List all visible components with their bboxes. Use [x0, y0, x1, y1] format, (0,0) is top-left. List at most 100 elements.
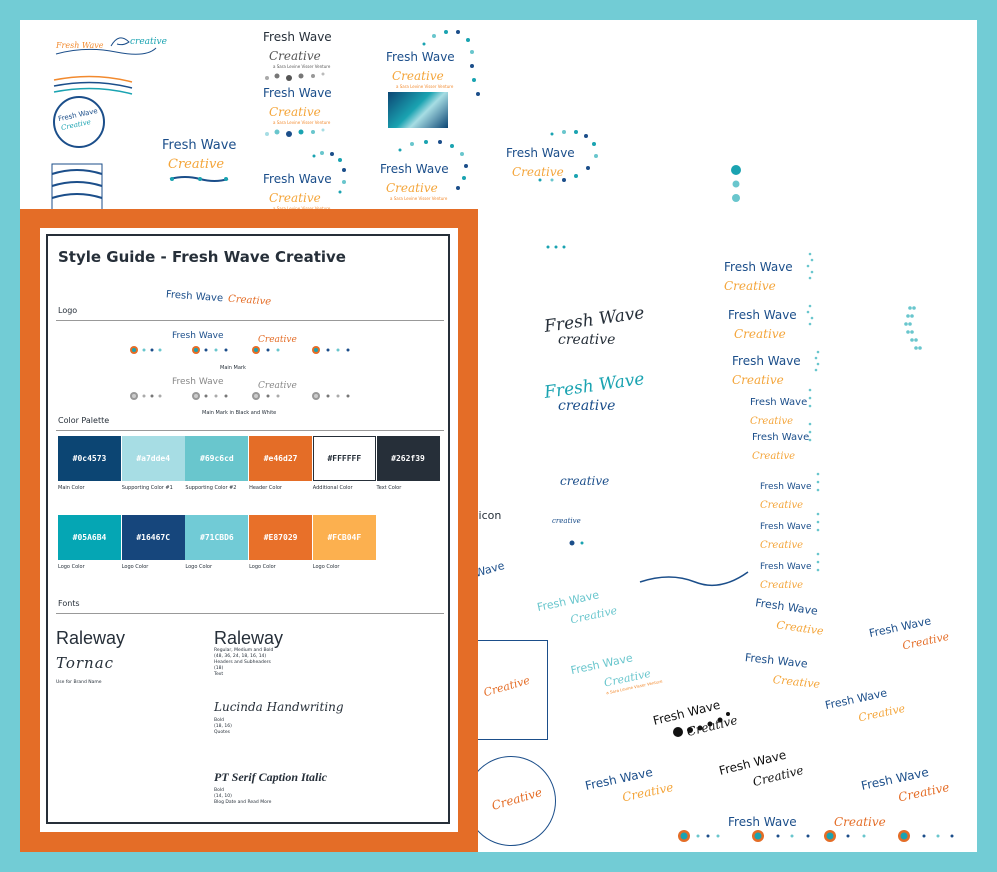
color-swatch-label: Header Color — [249, 485, 282, 491]
sg-raleway-desc-3: (18) — [214, 666, 224, 672]
logo-col2-1-fw: Fresh Wave — [263, 30, 332, 44]
logo-right-1-cr: Creative — [724, 279, 776, 293]
sg-font-tornac: Tornac — [56, 654, 115, 672]
small-wave-line — [169, 176, 229, 182]
color-swatch-label: Supporting Color #2 — [185, 485, 237, 491]
sg-header-fw: Fresh Wave — [165, 289, 224, 305]
logo-right-4-fw: Fresh Wave — [750, 397, 808, 408]
logo-right-4-cr: Creative — [750, 416, 794, 427]
sg-raleway-desc-0: Regular, Medium and Bold — [214, 648, 274, 653]
logo-lr-10: Fresh Wave Creative — [859, 758, 951, 813]
logo-col2-1-tag: a Sara Levine Visser Venture — [273, 64, 331, 69]
sg-ptserif-desc-1: (14, 10) — [214, 794, 232, 800]
color-swatch: #69c6cd — [185, 436, 249, 481]
logo-sketch-circle: Fresh Wave Creative — [53, 96, 105, 148]
sg-bw-mark-dots — [130, 392, 350, 400]
logo-col4-1-cr: Creative — [512, 165, 564, 179]
logo-col2-2: Fresh Wave Creative a Sara Levine Visser… — [263, 82, 333, 144]
style-guide: Style Guide - Fresh Wave Creative Fresh … — [46, 234, 450, 824]
logo-right-2-cr: Creative — [734, 327, 786, 341]
logo-col2-1-cr: Creative — [269, 49, 321, 63]
logo-lr-1: Fresh Wave Creative — [535, 580, 619, 633]
logo-sketch-1-wave — [55, 37, 157, 55]
color-swatch: #FCB04F — [312, 515, 376, 560]
logo-dark-script: Fresh Wave creative — [543, 303, 646, 348]
logo-creative-tiny-cr: creative — [552, 517, 581, 525]
favicon-label: vicon — [472, 509, 502, 522]
logo-fwc-small-wave: Fresh Wave Creative — [162, 134, 236, 184]
bottom-strip-cr: Creative — [834, 815, 886, 829]
logo-col4-1: Fresh Wave Creative — [506, 142, 575, 180]
logo-sketch-1: Fresh Wave creative — [55, 36, 167, 70]
sg-color-heading: Color Palette — [58, 416, 110, 425]
sg-raleway-desc-4: Text — [214, 672, 224, 678]
logo-sketch-stripes — [51, 163, 103, 211]
logo-teal-script: Fresh Wave creative — [543, 369, 646, 414]
logo-col3-2-fw: Fresh Wave — [380, 162, 449, 176]
logo-right-6-fw: Fresh Wave — [760, 482, 812, 492]
logo-right-7-cr: Creative — [760, 540, 804, 551]
logo-right-5-cr: Creative — [752, 451, 796, 462]
logo-lr-3: Fresh Wave Creative — [752, 591, 828, 639]
logo-circle-cr: Creative — [490, 785, 544, 813]
sg-main-mark-cr: Creative — [258, 335, 297, 345]
logo-sketch-stripes-art — [51, 163, 103, 211]
logo-col3-1: Fresh Wave Creative a Sara Levine Visser… — [386, 46, 455, 89]
logo-right-7: Fresh Wave Creative — [760, 514, 812, 552]
logo-col2-2-fw: Fresh Wave — [263, 86, 332, 100]
logo-lr-5-cr: Creative — [772, 673, 821, 691]
bottom-strip-dots — [678, 830, 954, 842]
sg-ptserif-desc-0: Bold — [214, 788, 224, 793]
color-swatch: #0c4573 — [58, 436, 121, 481]
sg-main-mark-label: Main Mark — [220, 365, 246, 371]
sg-main-mark-dots — [130, 346, 350, 354]
logo-col4-1-fw: Fresh Wave — [506, 146, 575, 160]
logo-sketch-1-fw: Fresh Wave — [56, 41, 104, 50]
right-wave-dots — [904, 306, 922, 350]
logo-col2-2-cr: Creative — [269, 105, 321, 119]
color-swatch-label: Logo Color — [185, 564, 213, 570]
sg-font-lucinda: Lucinda Handwriting — [214, 700, 344, 714]
color-swatch: #a7dde4 — [121, 436, 185, 481]
color-swatch: #16467C — [121, 515, 185, 560]
dots-mini — [546, 245, 566, 249]
logo-lr-3-cr: Creative — [775, 618, 825, 638]
sg-bw-mark-label: Main Mark in Black and White — [202, 410, 277, 416]
color-swatch-label: Logo Color — [58, 564, 85, 570]
logo-right-2-fw: Fresh Wave — [728, 308, 797, 322]
logo-creative-tiny: creative — [552, 508, 581, 527]
logo-square-frame: Creative — [474, 640, 548, 740]
logo-right-5-fw: Fresh Wave — [752, 432, 810, 443]
sg-raleway-desc: Regular, Medium and Bold (48, 36, 24, 18… — [214, 648, 273, 678]
sg-lucinda-desc: Bold (18, 16) Quotes — [214, 718, 232, 736]
sg-lucinda-desc-0: Bold — [214, 718, 224, 723]
logo-creative-dots: creative — [550, 470, 609, 489]
logo-col2-2-tag: a Sara Levine Visser Venture — [273, 120, 331, 125]
logo-right-3: Fresh Wave Creative — [732, 350, 801, 388]
logo-right-1-fw: Fresh Wave — [724, 260, 793, 274]
logo-right-7-fw: Fresh Wave — [760, 522, 812, 532]
sg-raleway-desc-1: (48, 36, 24, 18, 16, 14) — [214, 654, 267, 660]
logo-col3-2-cr: Creative — [386, 181, 438, 195]
right-dot-chain — [806, 252, 820, 572]
sg-ptserif-desc: Bold (14, 10) Blog Date and Read More — [214, 788, 271, 806]
logo-right-3-cr: Creative — [732, 373, 784, 387]
sg-color-rule — [56, 430, 444, 431]
color-swatch-label: Logo Color — [121, 564, 149, 570]
color-swatch: #262f39 — [376, 436, 440, 481]
color-swatch-label: Text Color — [376, 485, 402, 491]
color-swatch-label: Main Color — [58, 485, 85, 491]
sg-bw-mark-cr: Creative — [258, 381, 297, 391]
sg-tornac-use: Use for Brand Name — [56, 680, 102, 685]
sg-font-raleway-right: Raleway — [214, 628, 284, 648]
color-swatch: #71CBD6 — [185, 515, 249, 560]
logo-col2-1: Fresh Wave Creative a Sara Levine Visser… — [263, 26, 333, 88]
sg-lucinda-desc-1: (18, 16) — [214, 724, 232, 730]
logo-bottom-strip: Fresh Wave Creative — [668, 816, 968, 846]
logo-creative-dots-cr: creative — [560, 474, 610, 488]
logo-right-4: Fresh Wave Creative — [750, 390, 807, 428]
sg-fonts-rule — [56, 613, 444, 614]
logo-col2-2-dots — [265, 128, 325, 137]
logo-col2-3-cr: Creative — [269, 191, 321, 205]
color-swatch: #05A6B4 — [58, 515, 121, 560]
